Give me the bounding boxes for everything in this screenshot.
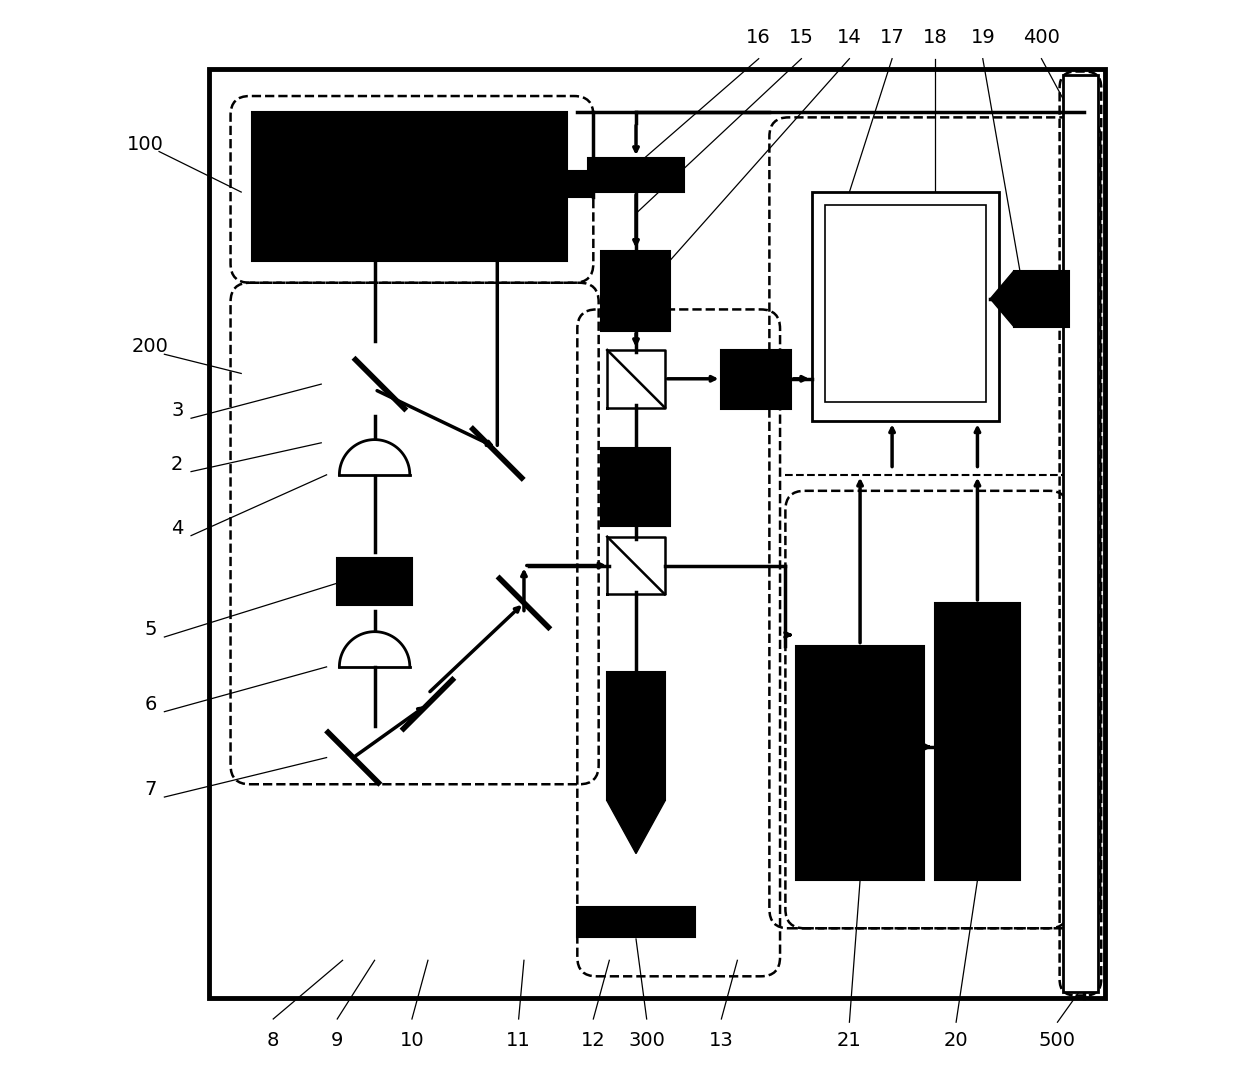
Text: 7: 7 [144,780,156,799]
Text: 4: 4 [171,519,184,538]
Bar [812,192,998,421]
Text: 300: 300 [629,1031,665,1050]
Text: 500: 500 [1039,1031,1076,1050]
Bar [601,448,670,526]
Bar [210,69,1106,998]
Text: 2: 2 [171,455,184,474]
Text: 16: 16 [746,28,771,47]
Bar [567,171,593,197]
Text: 8: 8 [267,1031,279,1050]
Text: 14: 14 [837,28,862,47]
Text: 21: 21 [837,1031,862,1050]
Bar [337,558,412,605]
Bar [1014,271,1069,327]
Text: 400: 400 [1023,28,1060,47]
Bar [588,158,684,192]
Text: 13: 13 [709,1031,734,1050]
Text: 20: 20 [944,1031,968,1050]
Bar [796,646,924,880]
Bar [252,112,567,261]
Text: 100: 100 [126,134,164,154]
Polygon shape [606,800,666,854]
Bar [601,251,670,331]
Text: 12: 12 [582,1031,605,1050]
Text: 10: 10 [399,1031,424,1050]
Text: 200: 200 [133,337,169,356]
Bar [1063,75,1097,992]
Text: 18: 18 [923,28,947,47]
Text: 11: 11 [506,1031,531,1050]
Bar [825,205,986,402]
Text: 15: 15 [789,28,813,47]
Bar [606,672,666,800]
Text: 19: 19 [971,28,996,47]
Bar [722,350,791,409]
Bar [935,603,1021,880]
Text: 17: 17 [879,28,904,47]
Text: 3: 3 [171,401,184,420]
Bar [578,907,694,937]
Polygon shape [991,271,1014,327]
Text: 9: 9 [331,1031,343,1050]
Text: 5: 5 [144,620,156,639]
Text: 6: 6 [144,695,156,714]
